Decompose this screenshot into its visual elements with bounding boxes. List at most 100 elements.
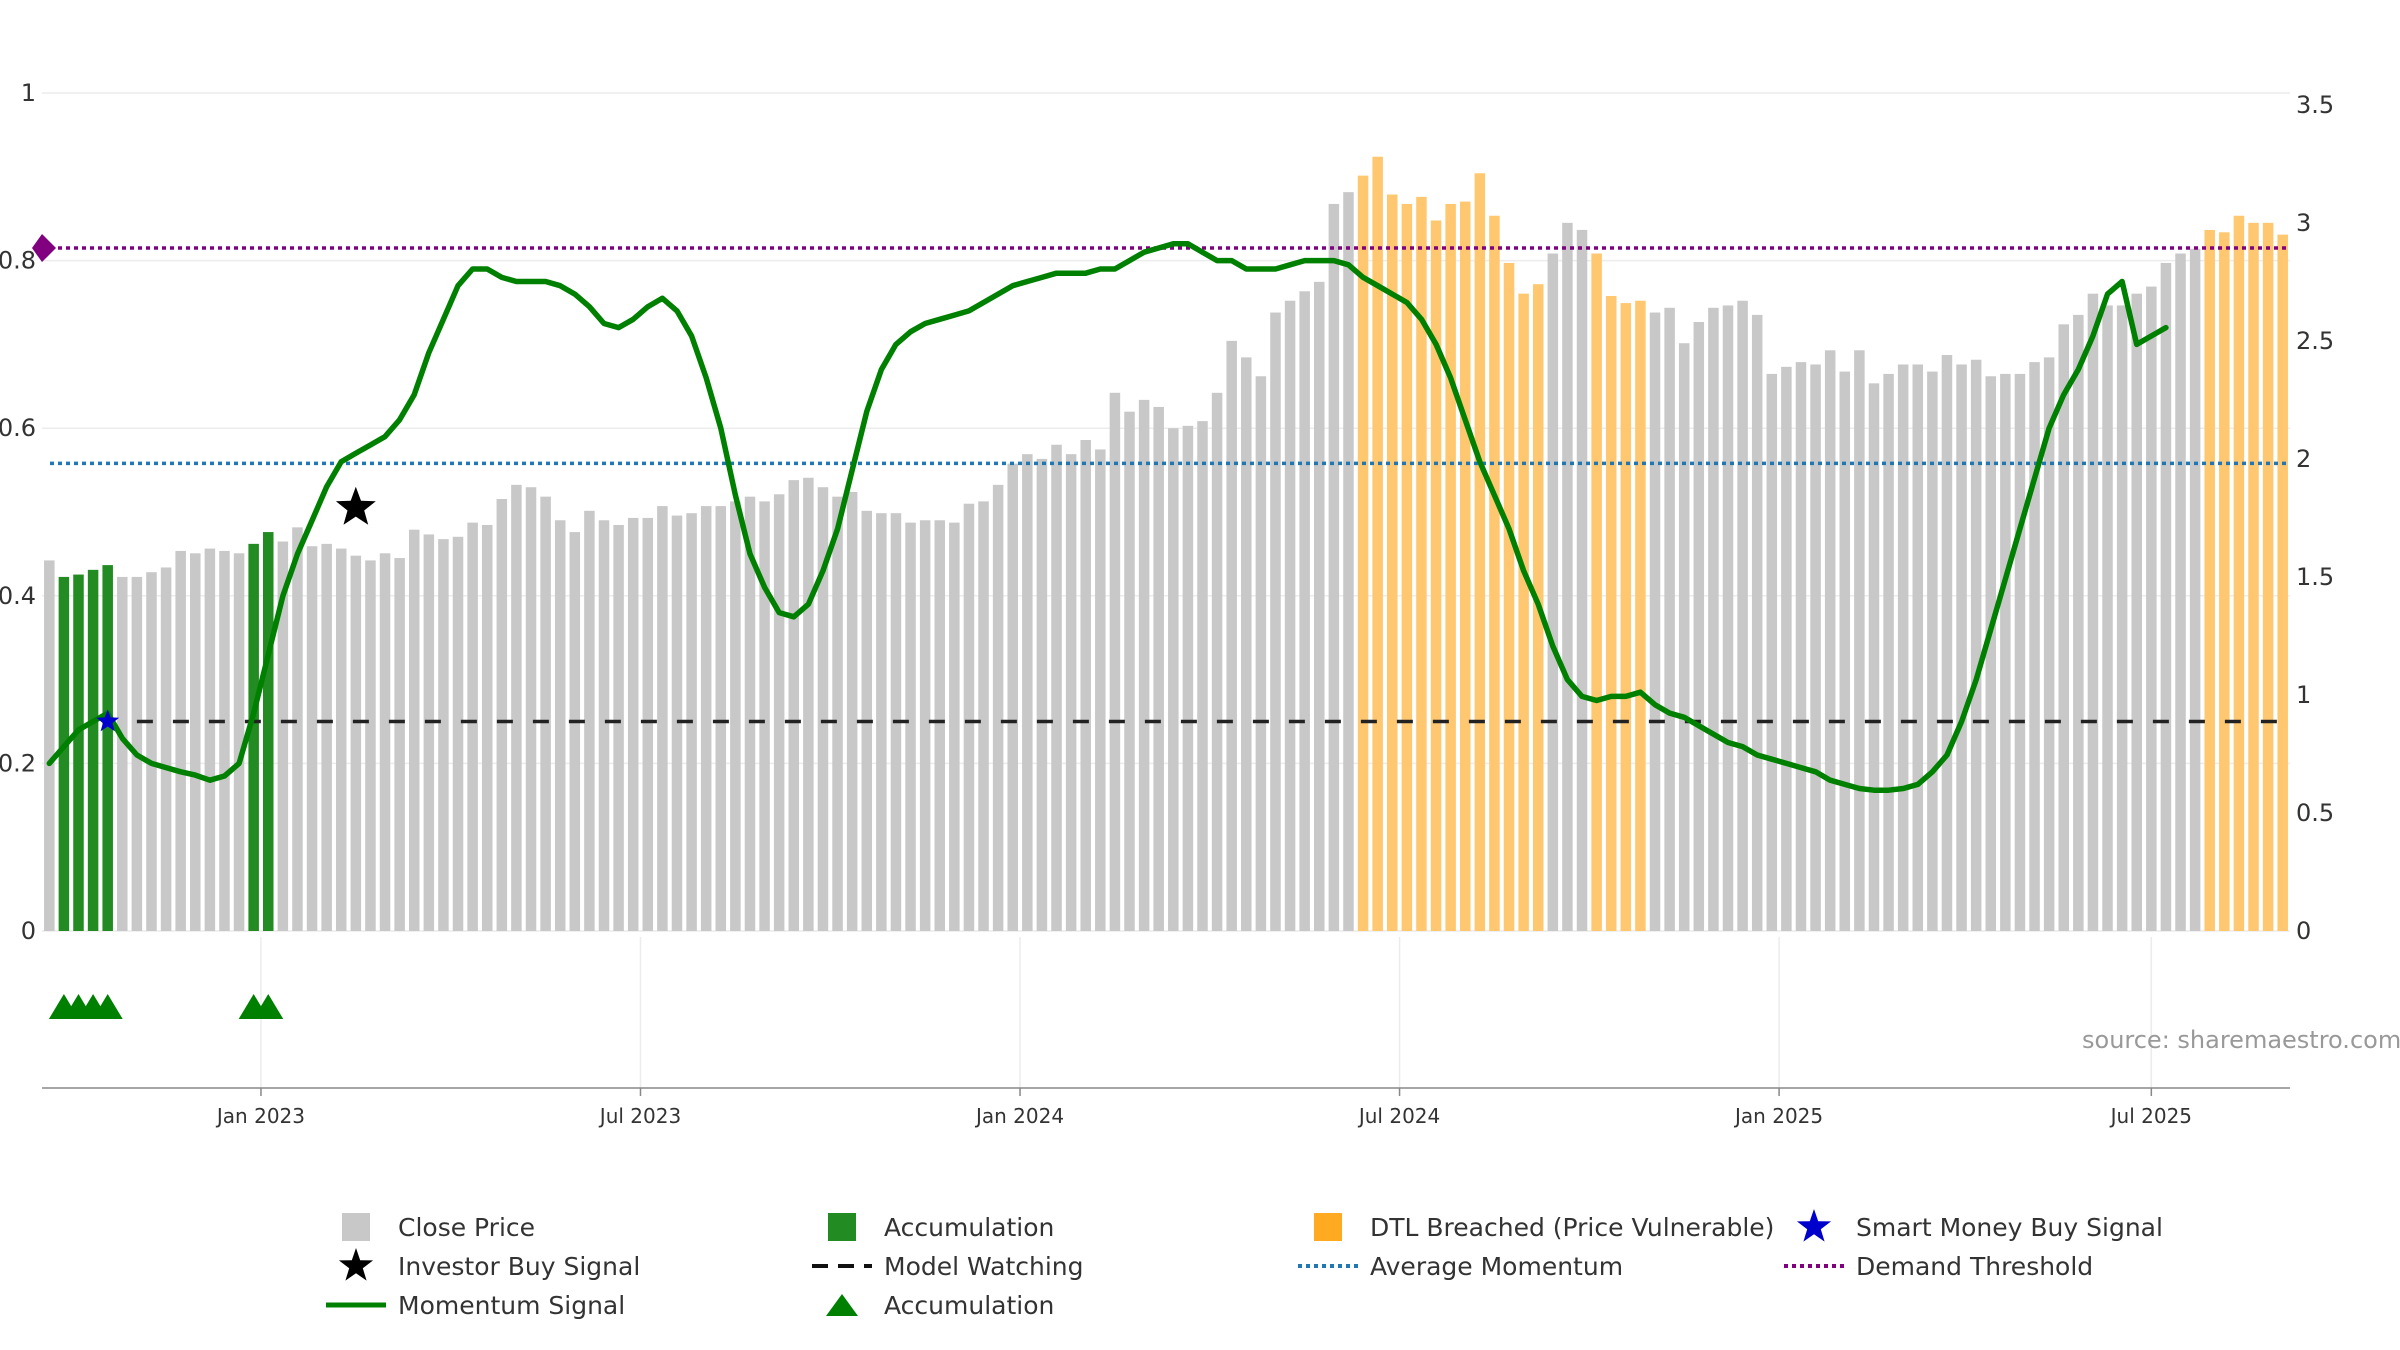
bar-close — [2175, 253, 2186, 931]
bar-close — [1576, 229, 1588, 932]
bar-close — [598, 520, 610, 931]
signal-markers — [48, 486, 376, 1019]
bar-dtl — [1635, 300, 1646, 931]
bar-close — [1270, 312, 1281, 932]
close-price-swatch — [326, 1210, 386, 1244]
bar-close — [846, 491, 858, 931]
bar-dtl — [1605, 296, 1617, 932]
bar-close — [467, 522, 478, 931]
bar-close — [44, 560, 55, 931]
bar-close — [1153, 406, 1164, 931]
legend-model-watching: Model Watching — [812, 1249, 1084, 1283]
bar-close — [1912, 364, 1924, 931]
bar-dtl — [1503, 262, 1515, 931]
bar-close — [963, 503, 975, 931]
bar-accumulation — [263, 532, 274, 931]
legend-smart-money: Smart Money Buy Signal — [1784, 1209, 2163, 1244]
bar-close — [1328, 203, 1340, 931]
bar-close — [1095, 449, 1106, 931]
bar-close — [292, 527, 303, 931]
smart-money-star-icon — [96, 709, 120, 732]
bar-close — [1781, 366, 1792, 932]
bar-close — [1737, 300, 1748, 931]
y2-tick-label: 1.5 — [2296, 563, 2334, 591]
dashed-line-icon — [812, 1249, 872, 1283]
bar-close — [2058, 324, 2069, 931]
legend-average-momentum: Average Momentum — [1298, 1249, 1623, 1283]
bar-close — [2014, 373, 2026, 931]
bar-close — [2146, 286, 2157, 932]
axes: 0 0.2 0.4 0.6 0.8 1 0 0.5 1 1.5 2 2.5 3 3.5 Jan 2023 Ju… — [0, 79, 2334, 1128]
solid-line-icon — [326, 1288, 386, 1322]
bar-dtl — [1459, 201, 1471, 931]
bar-dtl — [1489, 215, 1500, 932]
bar-dtl — [1430, 220, 1442, 931]
legend-dtl-breached: DTL Breached (Price Vulnerable) — [1298, 1210, 1774, 1244]
accumulation-swatch — [812, 1210, 872, 1244]
bar-dtl — [1591, 253, 1602, 931]
y-tick-label: 0.8 — [0, 247, 36, 275]
bar-accumulation — [58, 576, 70, 931]
y2-tick-label: 0.5 — [2296, 799, 2334, 827]
bar-close — [700, 506, 712, 931]
legend-close-price: Close Price — [326, 1210, 535, 1244]
bar-close — [335, 548, 347, 931]
bar-close — [2029, 362, 2040, 931]
smart-money-star-icon — [1784, 1209, 1844, 1244]
bar-close — [919, 520, 931, 931]
demand-threshold-diamond — [32, 234, 56, 263]
y2-tick-label: 2 — [2296, 445, 2311, 473]
bar-dtl — [1416, 196, 1427, 931]
bar-close — [1343, 192, 1354, 931]
bar-close — [1970, 359, 1982, 931]
bar-close — [905, 522, 916, 931]
bar-dtl — [2262, 222, 2274, 931]
bar-close — [175, 550, 186, 931]
bar-close — [1284, 300, 1296, 931]
bar-close — [773, 494, 785, 931]
bar-dtl — [2248, 222, 2259, 931]
bar-close — [1708, 307, 1719, 931]
bar-close — [1985, 376, 1997, 932]
investor-star-icon — [326, 1248, 386, 1283]
x-tick-label: Jul 2025 — [2109, 1104, 2192, 1128]
bar-close — [452, 536, 464, 931]
bar-close — [934, 520, 945, 931]
bar-close — [1897, 364, 1909, 931]
legend: Close Price Accumulation DTL Breached (P… — [0, 1209, 2400, 1330]
bar-close — [992, 484, 1004, 931]
bar-close — [1956, 364, 1967, 931]
bar-close — [2189, 248, 2201, 931]
y2-tick-label: 0 — [2296, 917, 2311, 945]
legend-investor-buy: Investor Buy Signal — [326, 1248, 641, 1283]
bar-dtl — [1401, 203, 1413, 931]
accumulation-triangle-icon — [92, 994, 123, 1019]
bar-close — [306, 546, 318, 931]
dotted-line-icon — [1298, 1249, 1358, 1283]
bar-close — [1007, 463, 1018, 931]
bar-close — [1197, 421, 1208, 931]
bar-close — [1766, 373, 1778, 931]
bar-close — [744, 496, 756, 931]
bar-dtl — [1445, 203, 1456, 931]
bar-accumulation — [73, 574, 84, 931]
bar-close — [1182, 425, 1194, 931]
triangle-icon — [812, 1288, 872, 1322]
bar-close — [408, 529, 420, 931]
bar-dtl — [1387, 194, 1398, 932]
bar-close — [730, 501, 741, 931]
bar-close — [423, 534, 435, 931]
bar-accumulation — [87, 569, 99, 931]
bar-close — [715, 506, 727, 931]
bar-close — [1649, 312, 1661, 932]
price-bars — [44, 156, 2288, 932]
legend-label: Investor Buy Signal — [398, 1251, 641, 1281]
bar-close — [1941, 355, 1953, 931]
bar-close — [613, 524, 624, 931]
bar-close — [876, 513, 887, 931]
legend-label: Demand Threshold — [1856, 1251, 2094, 1281]
bar-close — [2116, 305, 2128, 932]
bar-accumulation — [102, 565, 113, 931]
y2-tick-label: 2.5 — [2296, 327, 2334, 355]
bar-close — [219, 550, 230, 931]
